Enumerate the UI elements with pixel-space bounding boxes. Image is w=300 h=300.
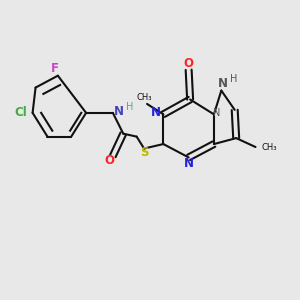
Text: O: O xyxy=(105,154,115,167)
Text: H: H xyxy=(230,74,237,84)
Text: CH₃: CH₃ xyxy=(262,142,277,152)
Text: Cl: Cl xyxy=(14,106,27,119)
Text: CH₃: CH₃ xyxy=(136,94,152,103)
Text: F: F xyxy=(51,62,59,75)
Text: N: N xyxy=(151,106,161,119)
Text: N: N xyxy=(218,76,228,90)
Text: H: H xyxy=(126,102,134,112)
Text: N: N xyxy=(114,105,124,118)
Text: O: O xyxy=(184,57,194,70)
Text: N: N xyxy=(184,157,194,170)
Text: N: N xyxy=(213,108,220,118)
Text: S: S xyxy=(140,146,148,160)
